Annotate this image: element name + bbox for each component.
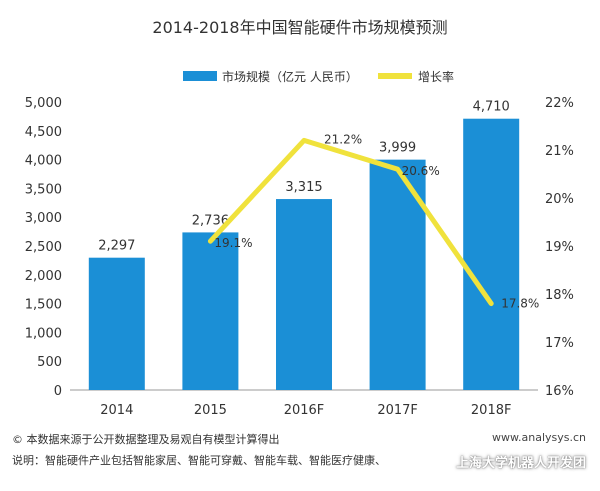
- legend-label-market-size: 市场规模（亿元 人民币）: [222, 69, 358, 84]
- y-right-tick-label: 20%: [545, 192, 574, 207]
- y-left-tick-label: 0: [54, 384, 62, 399]
- bar-value-label: 3,315: [285, 180, 322, 195]
- x-tick-label: 2014: [100, 403, 133, 418]
- legend-swatch-market-size: [183, 71, 217, 81]
- y-right-tick-label: 21%: [545, 144, 574, 159]
- y-right-tick-label: 18%: [545, 288, 574, 303]
- y-left-tick-label: 3,000: [25, 211, 62, 226]
- y-right-tick-label: 17%: [545, 336, 574, 351]
- bar-value-label: 3,999: [379, 141, 416, 156]
- growth-rate-line: [207, 137, 494, 307]
- y-left-tick-label: 500: [37, 355, 62, 370]
- growth-rate-label: 21.2%: [324, 132, 362, 146]
- y-left-tick-label: 5,000: [25, 96, 62, 111]
- y-left-tick-label: 2,500: [25, 240, 62, 255]
- legend-swatch-growth-rate: [378, 73, 412, 79]
- source-url: www.analysys.cn: [492, 431, 586, 444]
- source-note: © 本数据来源于公开数据整理及易观自有模型计算得出: [12, 433, 280, 446]
- y-left-tick-label: 2,000: [25, 269, 62, 284]
- bar-2015: [182, 232, 239, 390]
- x-tick-label: 2018F: [471, 403, 512, 418]
- bar-2014: [88, 257, 145, 390]
- x-tick-label: 2017F: [377, 403, 418, 418]
- watermark-text: 上海大学机器人开发团: [455, 456, 586, 471]
- bar-value-label: 4,710: [473, 100, 510, 115]
- growth-rate-label: 19.1%: [214, 236, 252, 250]
- y-left-tick-label: 1,000: [25, 326, 62, 341]
- bar-2018F: [463, 118, 520, 390]
- chart-title: 2014-2018年中国智能硬件市场规模预测: [152, 18, 448, 37]
- y-right-tick-label: 19%: [545, 240, 574, 255]
- y-right-tick-label: 16%: [545, 384, 574, 399]
- bar-2016F: [276, 199, 332, 390]
- bar-value-label: 2,297: [98, 239, 135, 254]
- x-tick-label: 2016F: [284, 403, 325, 418]
- bar-value-label: 2,736: [192, 213, 229, 228]
- y-left-tick-label: 3,500: [25, 182, 62, 197]
- x-tick-label: 2015: [194, 403, 227, 418]
- y-left-tick-label: 4,500: [25, 125, 62, 140]
- y-right-tick-label: 22%: [545, 96, 574, 111]
- explanation-note: 说明：智能硬件产业包括智能家居、智能可穿戴、智能车载、智能医疗健康、: [12, 454, 386, 467]
- legend-label-growth-rate: 增长率: [418, 69, 454, 84]
- y-left-tick-label: 1,500: [25, 298, 62, 313]
- y-left-tick-label: 4,000: [25, 154, 62, 169]
- growth-rate-label: 17.8%: [501, 297, 539, 311]
- growth-rate-label: 20.6%: [402, 164, 440, 178]
